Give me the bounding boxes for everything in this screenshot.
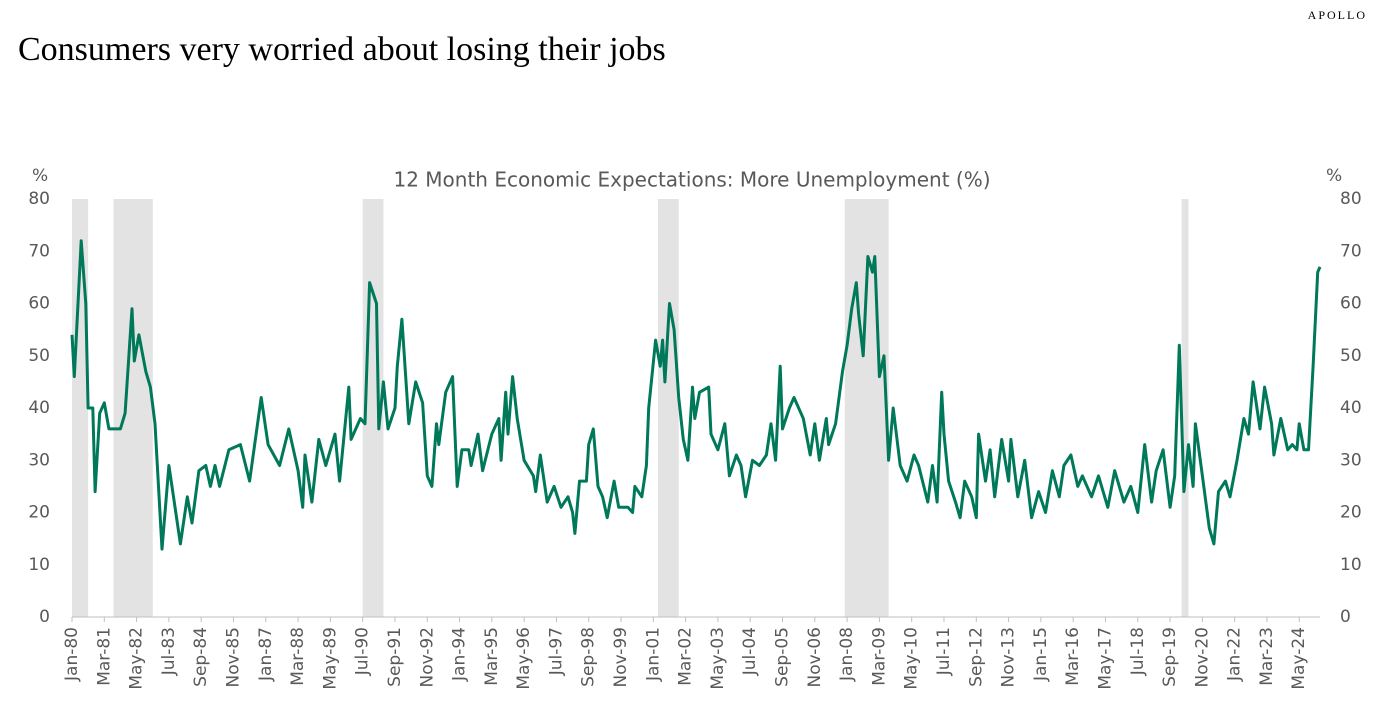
y-tick-label: 70 — [28, 241, 50, 261]
y2-axis-label: % — [1326, 166, 1342, 186]
x-tick-label: Jan-87 — [256, 627, 276, 682]
y-tick-label: 20 — [28, 503, 50, 523]
x-tick-label: Jan-15 — [1031, 627, 1051, 682]
x-tick-label: May-82 — [127, 627, 147, 690]
x-tick-label: May-24 — [1289, 627, 1309, 690]
y2-tick-label: 60 — [1340, 294, 1362, 314]
x-tick-label: Mar-23 — [1257, 627, 1277, 686]
y2-tick-label: 70 — [1340, 241, 1362, 261]
x-tick-label: Sep-05 — [773, 627, 793, 687]
x-tick-label: Sep-19 — [1160, 627, 1180, 687]
y-tick-label: 50 — [28, 346, 50, 366]
x-tick-label: May-89 — [320, 627, 340, 690]
y2-tick-label: 40 — [1340, 398, 1362, 418]
y-tick-label: 30 — [28, 450, 50, 470]
x-tick-label: Jul-90 — [353, 627, 373, 676]
x-tick-label: Mar-16 — [1063, 627, 1083, 686]
recession-band — [657, 199, 679, 617]
x-tick-label: Sep-91 — [385, 627, 405, 687]
y2-tick-label: 20 — [1340, 503, 1362, 523]
brand-logo: APOLLO — [1308, 8, 1367, 22]
y2-tick-label: 0 — [1340, 607, 1351, 627]
x-tick-label: Nov-13 — [999, 627, 1019, 688]
y-tick-label: 80 — [28, 189, 50, 209]
x-tick-label: Jul-97 — [546, 627, 566, 676]
data-line — [70, 239, 1322, 551]
x-tick-label: Nov-92 — [417, 627, 437, 688]
y-tick-label: 60 — [28, 294, 50, 314]
x-tick-label: Nov-85 — [223, 627, 243, 688]
y2-tick-label: 80 — [1340, 189, 1362, 209]
x-tick-label: Mar-09 — [869, 627, 889, 686]
x-tick-label: Sep-98 — [579, 627, 599, 687]
x-tick-label: Nov-06 — [805, 627, 825, 688]
x-tick-label: Jul-83 — [159, 627, 179, 676]
x-tick-label: Jan-08 — [837, 627, 857, 682]
x-tick-label: Sep-12 — [966, 627, 986, 687]
x-tick-label: Jul-18 — [1128, 627, 1148, 676]
x-tick-label: Jan-94 — [450, 627, 470, 682]
y2-tick-label: 50 — [1340, 346, 1362, 366]
recession-band — [72, 199, 89, 617]
x-tick-label: Jan-80 — [62, 627, 82, 682]
x-tick-label: Mar-95 — [482, 627, 502, 686]
chart-title: 12 Month Economic Expectations: More Une… — [393, 168, 990, 192]
y-axis-label: % — [32, 166, 48, 186]
x-tick-label: Mar-02 — [676, 627, 696, 686]
x-tick-label: Jan-01 — [643, 627, 663, 682]
x-tick-label: Jan-22 — [1225, 627, 1245, 682]
y2-tick-label: 30 — [1340, 450, 1362, 470]
y-tick-label: 40 — [28, 398, 50, 418]
x-tick-label: Jul-11 — [934, 627, 954, 676]
y2-tick-label: 10 — [1340, 555, 1362, 575]
x-tick-label: Nov-20 — [1192, 627, 1212, 688]
x-tick-label: May-17 — [1095, 627, 1115, 690]
x-tick-label: May-03 — [708, 627, 728, 690]
recession-band — [1181, 199, 1189, 617]
recession-band — [113, 199, 153, 617]
x-tick-label: May-10 — [902, 627, 922, 690]
headline: Consumers very worried about losing thei… — [18, 31, 666, 68]
x-tick-label: Nov-99 — [611, 627, 631, 688]
x-tick-label: Mar-88 — [288, 627, 308, 686]
y-tick-label: 10 — [28, 555, 50, 575]
x-tick-label: Jul-04 — [740, 627, 760, 676]
y-tick-label: 0 — [39, 607, 50, 627]
x-tick-label: May-96 — [514, 627, 534, 690]
x-tick-label: Sep-84 — [191, 627, 211, 687]
x-tick-label: Mar-81 — [94, 627, 114, 686]
